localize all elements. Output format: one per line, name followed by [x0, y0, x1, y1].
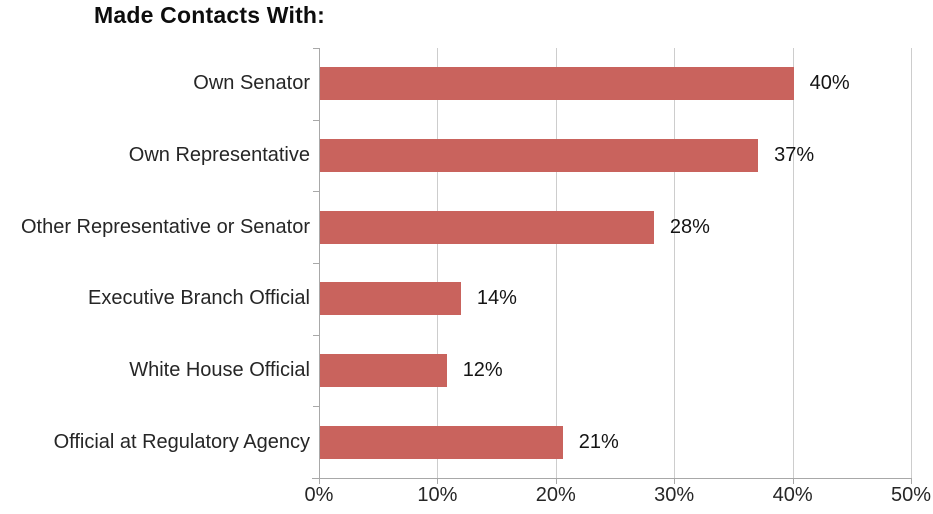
y-axis-tick — [313, 191, 320, 192]
bar — [320, 67, 794, 101]
x-tick-label: 30% — [654, 484, 695, 506]
y-axis-tick — [313, 263, 320, 264]
bar-value-label: 40% — [809, 72, 850, 95]
y-axis-tick — [313, 478, 320, 479]
category-label: Executive Branch Official — [88, 287, 310, 310]
gridline — [555, 48, 557, 478]
x-tick-label: 50% — [890, 484, 932, 506]
gridline — [674, 48, 676, 478]
plot-area — [319, 48, 912, 478]
y-axis-tick — [313, 120, 320, 121]
gridline — [792, 48, 794, 478]
bar — [320, 354, 447, 387]
gridline — [437, 48, 439, 478]
category-label: Other Representative or Senator — [20, 215, 310, 238]
x-axis-line — [312, 478, 912, 479]
category-label: Own Representative — [128, 143, 310, 166]
x-tick-label: 20% — [535, 484, 576, 506]
x-axis-tick — [555, 478, 557, 484]
x-axis-tick — [674, 478, 676, 484]
x-axis-tick — [911, 478, 912, 484]
category-label: Official at Regulatory Agency — [53, 430, 310, 453]
category-label: Own Senator — [193, 72, 310, 95]
x-tick-label: 10% — [417, 484, 458, 506]
chart-title: Made Contacts With: — [94, 2, 326, 28]
x-tick-label: 0% — [304, 484, 334, 506]
y-axis-tick — [313, 406, 320, 407]
y-axis-tick — [313, 48, 320, 49]
bar — [320, 210, 654, 244]
y-axis-tick — [313, 335, 320, 336]
gridline — [911, 48, 912, 478]
x-axis-tick — [792, 478, 794, 484]
bar — [320, 425, 563, 459]
bar-value-label: 14% — [476, 287, 517, 310]
category-label: White House Official — [129, 358, 310, 381]
x-tick-label: 40% — [772, 484, 813, 506]
bar-value-label: 37% — [774, 144, 815, 166]
bar-value-label: 28% — [669, 215, 710, 238]
bar — [320, 282, 461, 316]
bar-value-label: 12% — [462, 359, 503, 381]
bar — [320, 139, 759, 172]
x-axis-tick — [437, 478, 439, 484]
x-axis-tick — [319, 478, 320, 484]
bar-value-label: 21% — [578, 430, 619, 453]
